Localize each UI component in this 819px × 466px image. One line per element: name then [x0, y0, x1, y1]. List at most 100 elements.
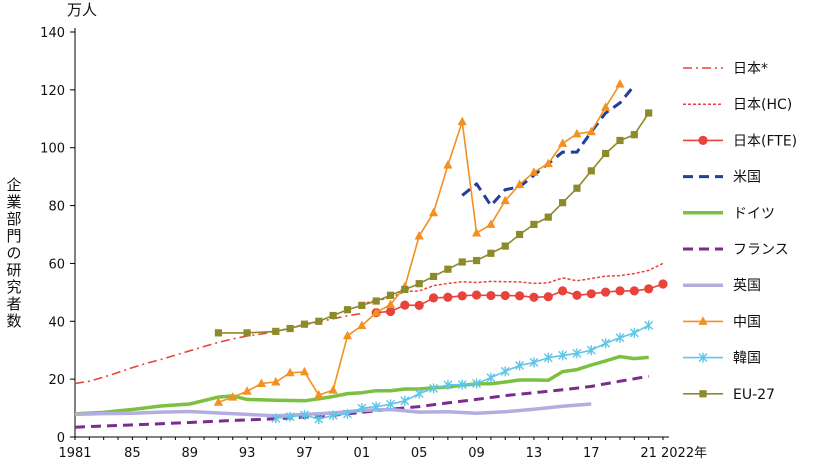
- series-layer: [74, 79, 668, 429]
- y-tick-label: 0: [57, 431, 65, 446]
- data-point: [698, 352, 708, 363]
- data-point: [428, 293, 439, 303]
- data-point: [530, 220, 538, 228]
- data-point: [601, 102, 611, 111]
- data-point: [587, 167, 595, 175]
- data-point: [615, 286, 625, 296]
- x-tick-label: 17: [583, 446, 600, 461]
- y-axis-label-char: 門: [6, 227, 21, 245]
- series-line: [275, 324, 650, 420]
- data-point: [487, 249, 495, 257]
- series-line: [361, 262, 664, 305]
- series-1: [361, 262, 664, 305]
- data-point: [286, 324, 294, 333]
- data-point: [573, 184, 581, 192]
- data-point: [586, 345, 596, 356]
- x-tick-label: 97: [296, 446, 313, 461]
- data-point: [414, 300, 424, 310]
- data-point: [515, 230, 524, 239]
- data-point: [429, 272, 438, 281]
- data-point: [586, 126, 596, 136]
- legend-label: 韓国: [733, 351, 761, 367]
- data-point: [501, 242, 509, 250]
- data-point: [414, 230, 424, 240]
- data-point: [414, 388, 424, 399]
- x-tick-label: 2022年: [661, 446, 707, 461]
- data-point: [559, 199, 567, 207]
- data-point: [572, 128, 582, 138]
- data-point: [443, 160, 453, 169]
- data-point: [615, 332, 625, 343]
- data-point: [299, 366, 310, 376]
- data-point: [572, 290, 582, 300]
- data-point: [644, 284, 654, 294]
- data-point: [242, 386, 252, 395]
- data-point: [328, 410, 338, 421]
- data-point: [342, 408, 352, 419]
- data-point: [645, 109, 653, 117]
- data-point: [271, 413, 281, 424]
- data-point: [615, 79, 625, 88]
- data-point: [572, 348, 582, 359]
- legend-item: 日本(FTE): [683, 133, 797, 149]
- data-point: [471, 290, 482, 300]
- data-point: [315, 317, 323, 325]
- y-tick-label: 20: [48, 373, 65, 388]
- data-point: [343, 306, 352, 314]
- data-point: [357, 320, 367, 330]
- data-point: [601, 287, 611, 297]
- y-axis-label-char: 部: [6, 210, 21, 228]
- data-point: [300, 320, 309, 328]
- data-point: [314, 414, 324, 425]
- data-point: [529, 167, 539, 176]
- data-point: [586, 289, 596, 299]
- data-point: [371, 401, 381, 412]
- data-point: [285, 367, 295, 377]
- unit-label: 万人: [67, 1, 97, 19]
- y-axis-label-char: 業: [6, 193, 21, 211]
- data-point: [644, 320, 654, 331]
- y-axis-label-char: 数: [6, 312, 21, 330]
- data-point: [213, 397, 224, 406]
- data-point: [558, 138, 568, 147]
- data-point: [214, 329, 223, 337]
- data-point: [386, 399, 396, 410]
- y-tick-label: 120: [40, 84, 65, 99]
- data-point: [658, 279, 668, 289]
- legend-item: 米国: [683, 170, 761, 186]
- data-point: [385, 299, 396, 309]
- data-point: [386, 291, 395, 299]
- legend-label: 日本(FTE): [733, 133, 797, 149]
- data-point: [458, 258, 466, 266]
- legend-item: 日本(HC): [683, 97, 792, 113]
- legend-label: ドイツ: [733, 206, 775, 222]
- legend-item: 英国: [683, 277, 761, 294]
- data-point: [299, 410, 309, 421]
- data-point: [471, 228, 482, 237]
- data-point: [401, 285, 409, 294]
- data-point: [457, 291, 467, 301]
- x-tick-label: 89: [181, 446, 198, 461]
- data-point: [544, 213, 552, 221]
- legend-label: フランス: [733, 242, 789, 258]
- data-point: [515, 360, 525, 371]
- data-point: [472, 256, 481, 265]
- data-point: [529, 357, 539, 368]
- data-point: [629, 327, 639, 338]
- data-point: [543, 292, 553, 302]
- x-tick-label: 09: [468, 446, 485, 461]
- series-5: [74, 374, 649, 429]
- data-point: [699, 390, 707, 398]
- data-point: [272, 327, 280, 336]
- data-point: [514, 291, 525, 301]
- x-tick-label: 21: [640, 446, 657, 461]
- series-2: [371, 279, 668, 318]
- data-point: [314, 390, 324, 399]
- series-9: [214, 109, 653, 337]
- legend-item: 日本*: [683, 61, 768, 77]
- data-point: [543, 158, 553, 168]
- data-point: [429, 383, 439, 394]
- legend-label: 英国: [733, 277, 761, 294]
- y-tick-label: 140: [40, 26, 65, 41]
